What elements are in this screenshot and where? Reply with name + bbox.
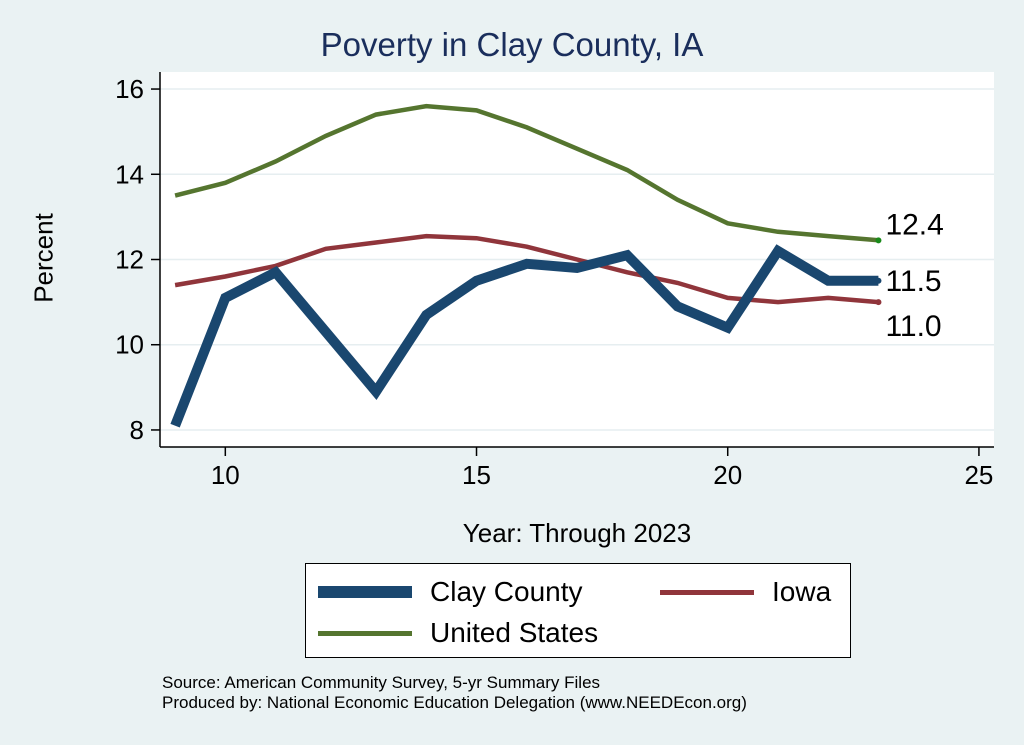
legend-swatch-iowa [660,589,754,595]
end-label-united-states: 12.4 [885,208,943,241]
y-tick-label: 10 [115,330,144,360]
x-axis-label: Year: Through 2023 [462,518,692,548]
y-tick-label: 12 [115,245,144,275]
series-line-clay-county [170,244,879,428]
x-tick-label: 10 [211,460,240,490]
x-tick-label: 15 [462,460,491,490]
y-tick-label: 16 [115,74,144,104]
end-label-clay-county: 11.5 [885,265,941,298]
produced-by-line: Produced by: National Economic Education… [162,693,747,712]
x-tick-label: 25 [964,460,993,490]
legend: Clay County Iowa United States [305,563,851,658]
end-point-clay-county [875,277,882,284]
source-note: Source: American Community Survey, 5-yr … [162,673,747,713]
legend-item-iowa: Iowa [660,576,831,608]
legend-label-united-states: United States [430,617,599,648]
end-point-united-states [875,237,882,244]
legend-label-clay-county: Clay County [430,576,583,607]
y-axis-label: Percent [28,213,59,303]
legend-item-united-states: United States [318,617,598,649]
legend-item-clay-county: Clay County [318,576,583,608]
series-line-united-states [174,103,879,243]
source-line: Source: American Community Survey, 5-yr … [162,673,601,692]
x-tick-label: 20 [713,460,742,490]
y-tick-label: 8 [130,415,144,445]
legend-label-iowa: Iowa [772,576,832,607]
legend-swatch-clay-county [318,586,412,598]
end-point-iowa [875,299,882,306]
series-line-iowa [174,233,879,305]
y-tick-label: 14 [115,159,144,189]
chart-title: Poverty in Clay County, IA [320,26,704,63]
end-label-iowa: 11.0 [885,310,941,343]
legend-swatch-united-states [318,630,412,636]
